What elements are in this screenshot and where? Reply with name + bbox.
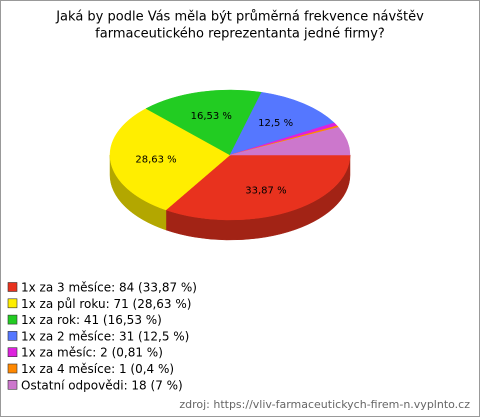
legend-label: Ostatní odpovědi: 18 (7 %) bbox=[21, 378, 183, 392]
slice bbox=[145, 89, 262, 156]
slice bbox=[165, 154, 351, 221]
slice-label: 28,63 % bbox=[135, 154, 176, 165]
legend-label: 1x za 3 měsíce: 84 (33,87 %) bbox=[21, 281, 197, 295]
slice bbox=[229, 126, 351, 156]
legend-label: 1x za půl roku: 71 (28,63 %) bbox=[21, 297, 191, 311]
legend-swatch bbox=[7, 298, 18, 309]
legend-label: 1x za 2 měsíce: 31 (12,5 %) bbox=[21, 329, 189, 343]
slice bbox=[109, 108, 231, 211]
legend-swatch bbox=[7, 282, 18, 292]
slice-label: 16,53 % bbox=[191, 111, 232, 122]
legend-swatch bbox=[7, 363, 18, 374]
source: zdroj: https://vliv-farmaceutickych-fire… bbox=[179, 398, 470, 411]
chart-title: farmaceutického reprezentanta jedné firm… bbox=[95, 27, 385, 42]
chart-title: Jaká by podle Vás měla být průměrná frek… bbox=[55, 10, 424, 25]
legend-label: 1x za 4 měsíce: 1 (0,4 %) bbox=[21, 362, 174, 376]
legend-swatch bbox=[7, 331, 18, 341]
legend-swatch bbox=[7, 347, 18, 358]
legend-label: 1x za měsíc: 2 (0,81 %) bbox=[21, 346, 163, 360]
legend-swatch bbox=[7, 379, 18, 390]
legend-swatch bbox=[7, 314, 18, 325]
legend-label: 1x za rok: 41 (16,53 %) bbox=[21, 313, 162, 327]
slice-label: 33,87 % bbox=[245, 185, 286, 196]
slice-label: 12,5 % bbox=[258, 118, 293, 129]
slice bbox=[229, 92, 335, 156]
